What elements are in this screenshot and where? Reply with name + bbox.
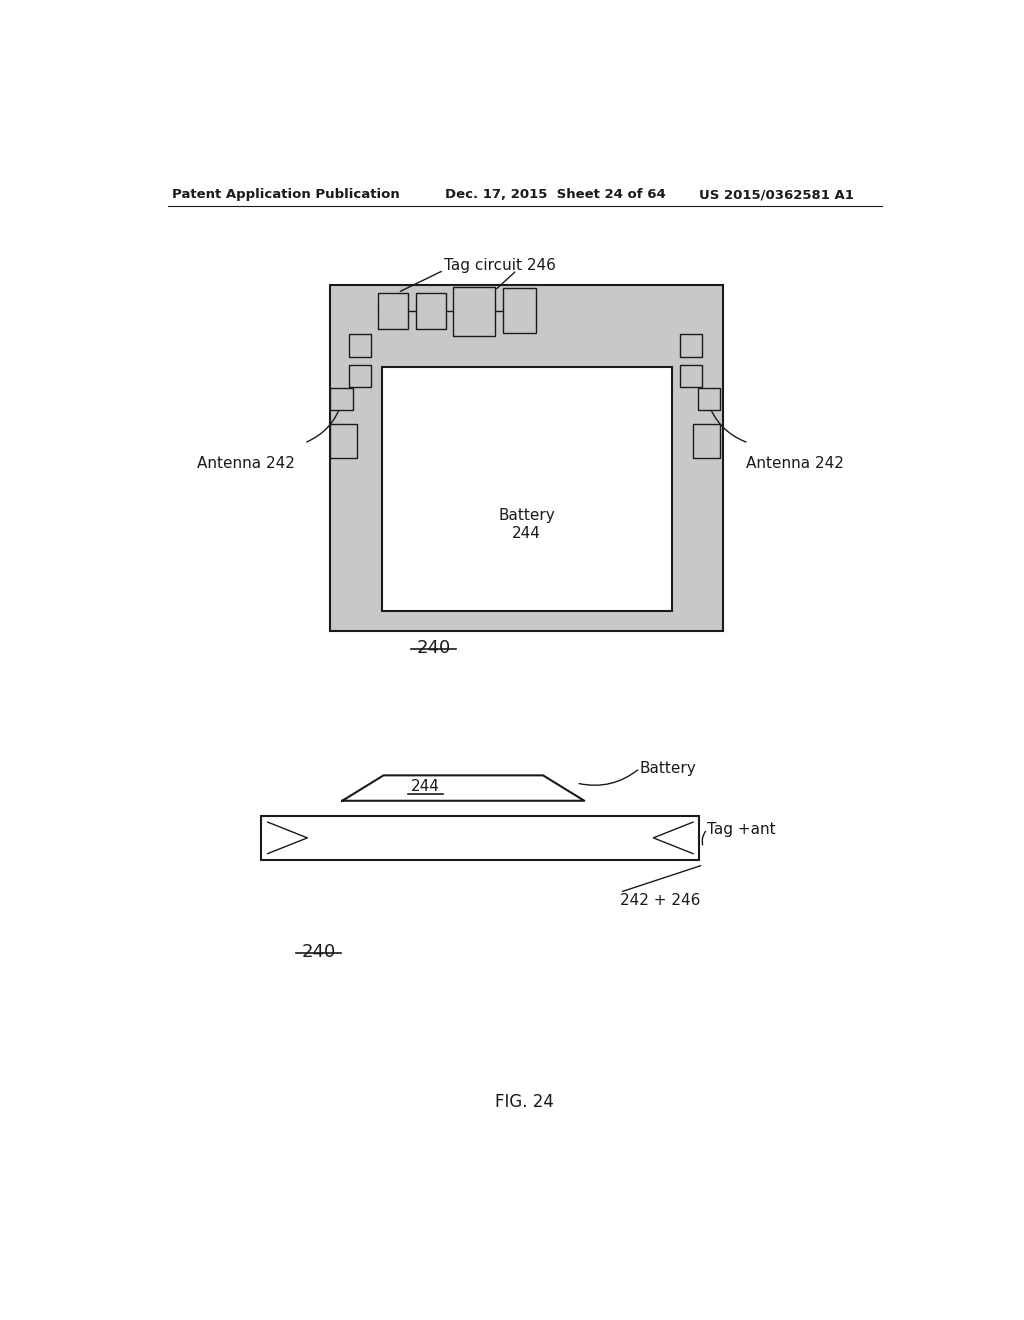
Bar: [503, 289, 536, 333]
Bar: [261, 816, 699, 859]
Text: Battery
244: Battery 244: [498, 508, 555, 540]
Text: Antenna 242: Antenna 242: [197, 455, 294, 471]
Bar: [680, 334, 701, 356]
Bar: [680, 364, 701, 387]
Text: Antenna 242: Antenna 242: [745, 455, 844, 471]
Text: US 2015/0362581 A1: US 2015/0362581 A1: [699, 189, 854, 202]
Text: Dec. 17, 2015  Sheet 24 of 64: Dec. 17, 2015 Sheet 24 of 64: [445, 189, 667, 202]
Bar: [378, 293, 409, 329]
Text: Battery: Battery: [640, 760, 696, 776]
Bar: [697, 388, 720, 411]
Bar: [416, 293, 446, 329]
Text: FIG. 24: FIG. 24: [496, 1093, 554, 1110]
Bar: [693, 424, 720, 458]
Bar: [331, 424, 357, 458]
Text: Tag +ant: Tag +ant: [708, 822, 776, 837]
Text: 244: 244: [412, 779, 440, 795]
Text: 240: 240: [417, 639, 451, 657]
Text: Patent Application Publication: Patent Application Publication: [172, 189, 399, 202]
Bar: [348, 334, 371, 356]
Text: 240: 240: [301, 942, 336, 961]
Text: Tag circuit 246: Tag circuit 246: [443, 257, 556, 273]
Bar: [348, 364, 371, 387]
Text: 242 + 246: 242 + 246: [620, 892, 700, 908]
Bar: [382, 367, 672, 611]
Bar: [331, 285, 723, 631]
Bar: [331, 388, 352, 411]
Bar: [454, 288, 495, 337]
